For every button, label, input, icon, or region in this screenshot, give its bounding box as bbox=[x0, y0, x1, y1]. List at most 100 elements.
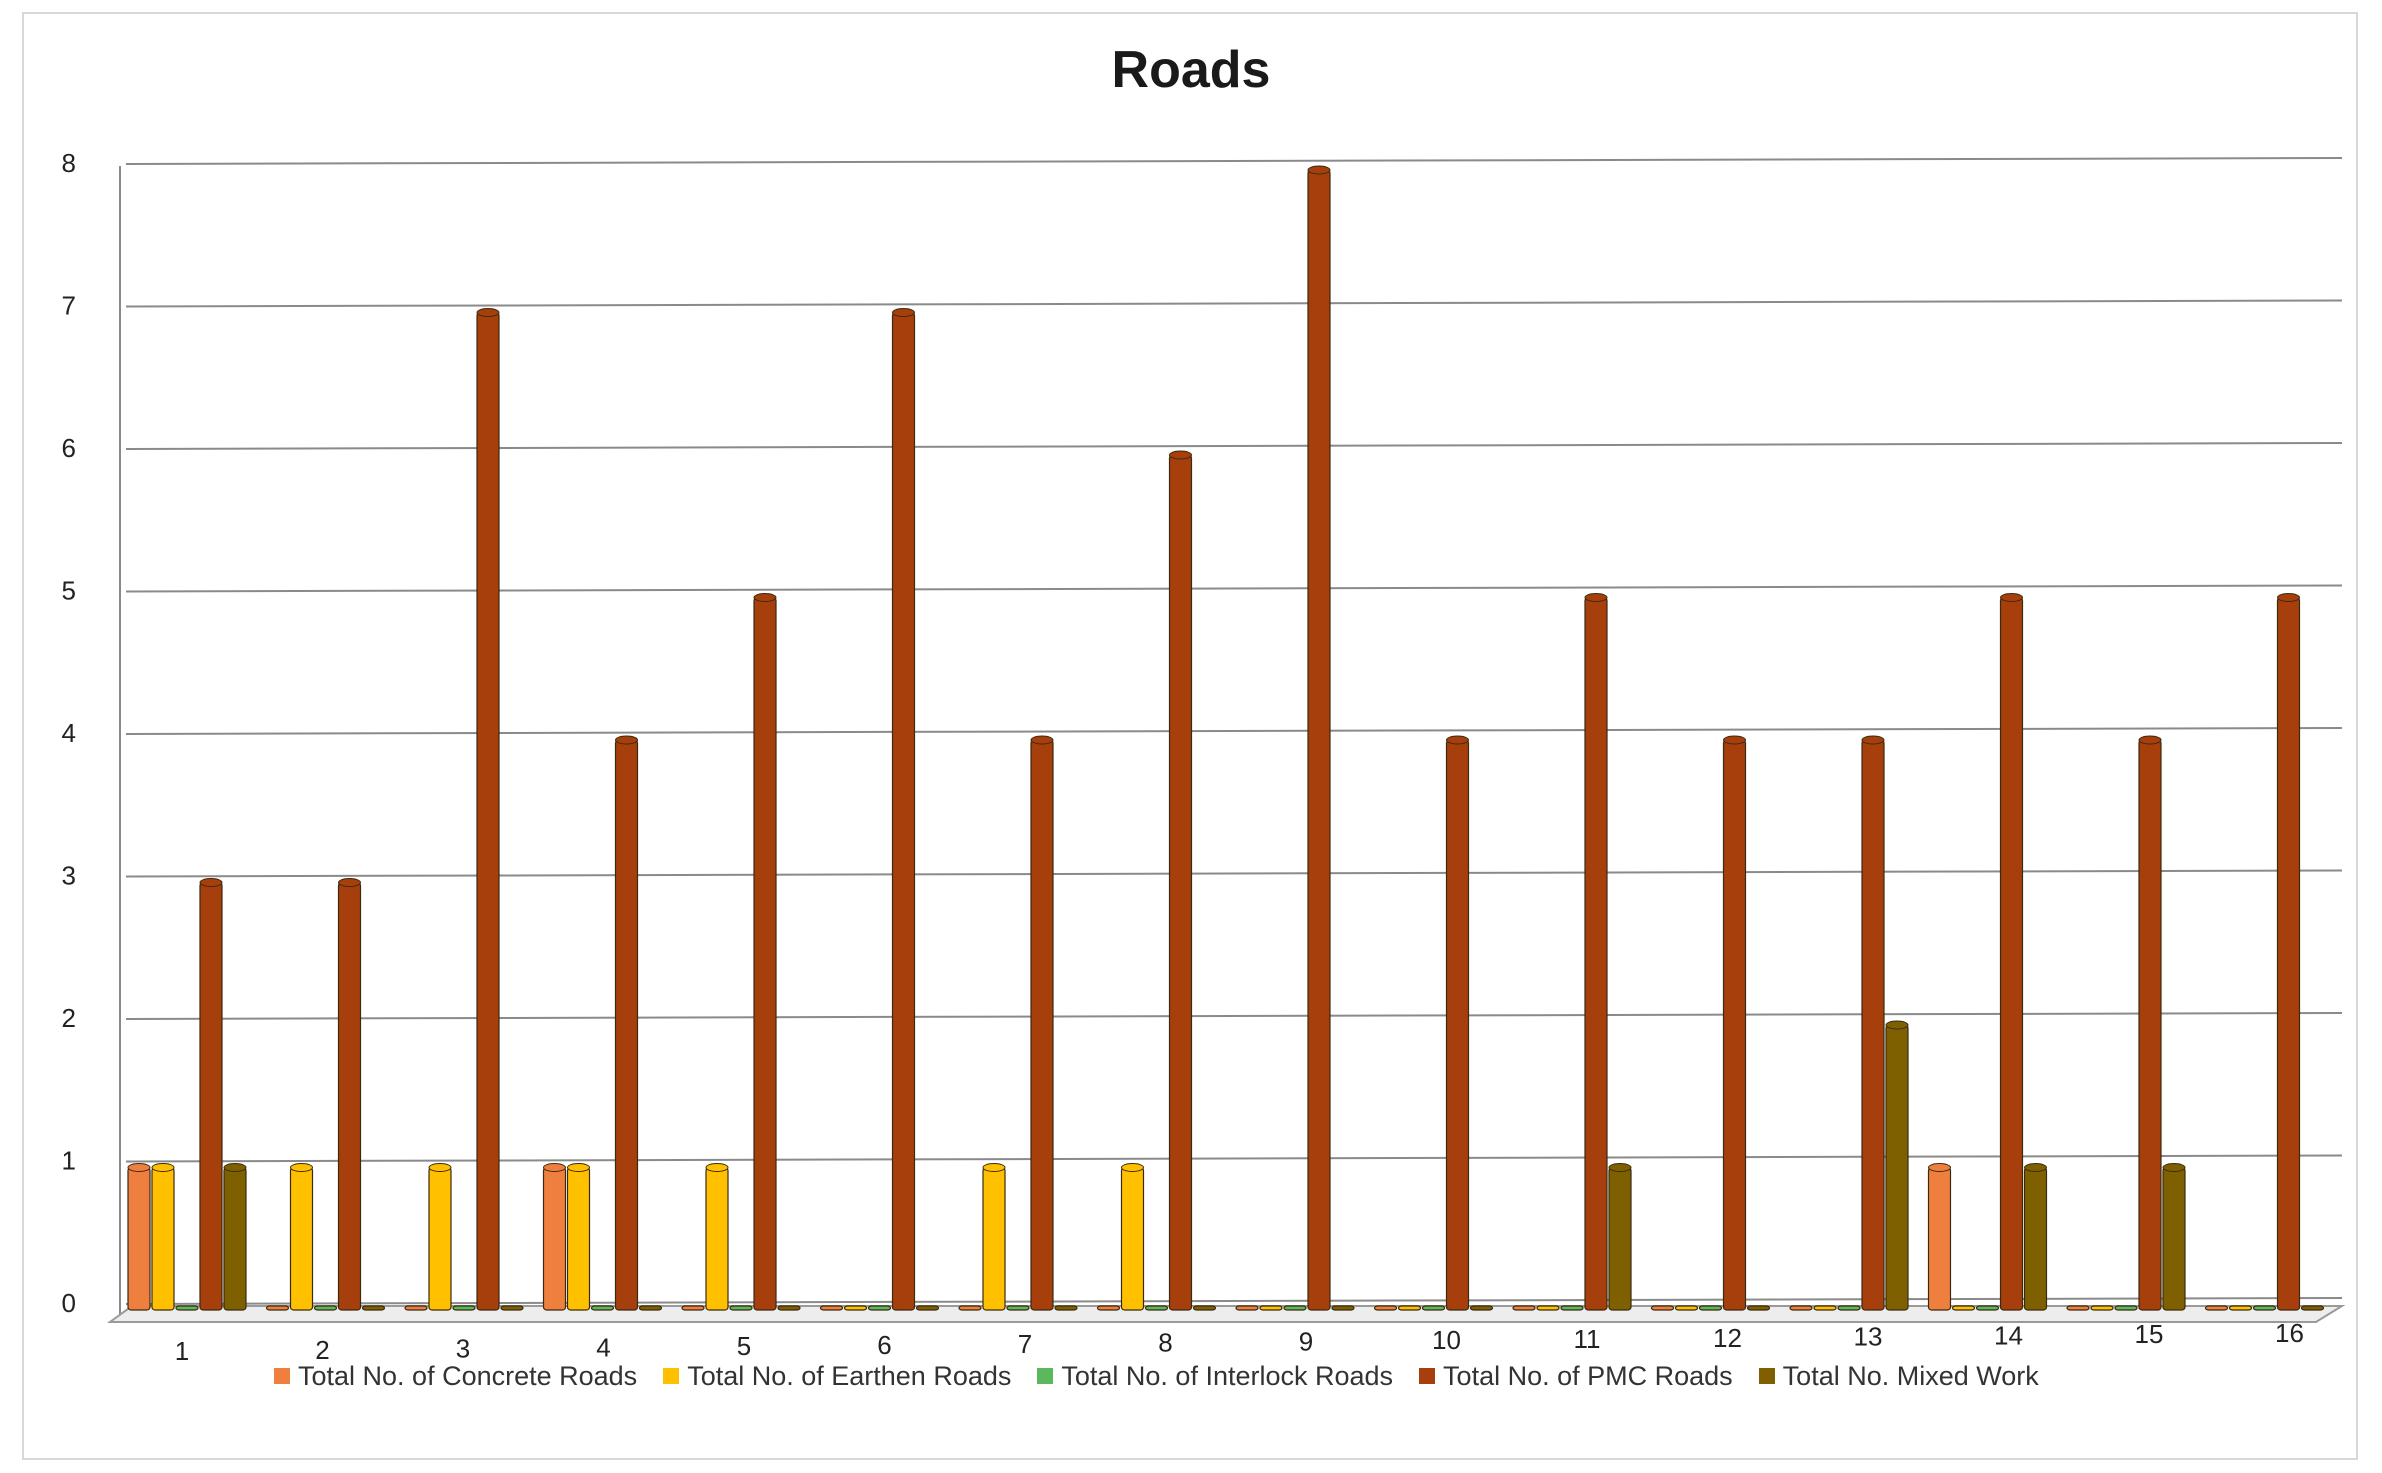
bar bbox=[1951, 1305, 1976, 1311]
x-tick-label: 16 bbox=[2275, 1318, 2304, 1348]
bar bbox=[729, 1305, 753, 1311]
bar-cap bbox=[705, 1163, 729, 1172]
bar bbox=[428, 1166, 452, 1311]
bar-cap bbox=[1723, 735, 1746, 745]
bar bbox=[1999, 596, 2024, 1311]
x-tick-label: 15 bbox=[2135, 1319, 2164, 1349]
legend-label: Total No. of PMC Roads bbox=[1443, 1360, 1733, 1391]
x-tick-label: 3 bbox=[456, 1334, 470, 1364]
bar bbox=[843, 1305, 868, 1311]
bar-cap bbox=[1885, 1020, 1909, 1030]
bar-cap bbox=[1584, 593, 1608, 602]
bar bbox=[2066, 1305, 2090, 1311]
bar-cap bbox=[223, 1163, 247, 1172]
x-tick-label: 13 bbox=[1854, 1322, 1883, 1352]
chart-floor bbox=[106, 1305, 2346, 1323]
bar bbox=[1469, 1305, 1494, 1311]
bar bbox=[151, 1166, 175, 1311]
chart-title: Roads bbox=[1111, 41, 1271, 99]
bar bbox=[590, 1305, 615, 1311]
legend-swatch bbox=[274, 1368, 290, 1384]
bar bbox=[891, 311, 916, 1311]
bar bbox=[1120, 1166, 1145, 1311]
bar bbox=[542, 1166, 567, 1311]
chart-legend: Total No. of Concrete Roads Total No. of … bbox=[274, 1358, 2039, 1394]
bar-cap bbox=[199, 878, 223, 887]
bar bbox=[476, 311, 500, 1311]
bar bbox=[1445, 739, 1470, 1311]
bar bbox=[566, 1166, 591, 1311]
legend-label: Total No. of Interlock Roads bbox=[1061, 1360, 1394, 1391]
bar-cap bbox=[1121, 1163, 1144, 1172]
bar bbox=[1813, 1305, 1837, 1311]
bar-cap bbox=[1169, 450, 1192, 460]
bar bbox=[313, 1305, 338, 1311]
legend-swatch bbox=[1419, 1368, 1436, 1384]
legend-item: Total No. of Interlock Roads bbox=[1037, 1361, 1393, 1392]
bar bbox=[1746, 1305, 1771, 1311]
bar bbox=[127, 1166, 151, 1311]
bar bbox=[1584, 596, 1608, 1311]
bar bbox=[1096, 1305, 1121, 1311]
bar-cap bbox=[543, 1163, 566, 1172]
x-tick-label: 14 bbox=[1994, 1320, 2023, 1350]
x-tick-label: 1 bbox=[175, 1336, 189, 1366]
bar-cap bbox=[1861, 735, 1885, 745]
y-tick-label: 0 bbox=[62, 1288, 76, 1318]
bar bbox=[1722, 739, 1747, 1311]
bar bbox=[2252, 1305, 2277, 1311]
bar-cap bbox=[428, 1163, 452, 1172]
bar bbox=[223, 1166, 247, 1311]
bar bbox=[1373, 1305, 1398, 1311]
bar bbox=[1192, 1305, 1217, 1311]
bar bbox=[1698, 1305, 1723, 1311]
legend-item: Total No. of PMC Roads bbox=[1419, 1361, 1733, 1392]
bar-cap bbox=[1307, 165, 1331, 175]
bar bbox=[265, 1305, 290, 1311]
y-tick-label: 1 bbox=[62, 1146, 76, 1176]
bar bbox=[452, 1305, 476, 1311]
bar bbox=[1608, 1166, 1632, 1311]
x-tick-label: 8 bbox=[1158, 1328, 1172, 1358]
bar bbox=[199, 881, 223, 1311]
gridline bbox=[125, 157, 2343, 165]
bar bbox=[1168, 454, 1193, 1311]
legend-swatch bbox=[1758, 1368, 1775, 1384]
bar bbox=[1837, 1305, 1861, 1311]
bar bbox=[1536, 1305, 1560, 1311]
bar-cap bbox=[615, 735, 638, 745]
bar bbox=[1861, 739, 1885, 1311]
y-tick-label: 3 bbox=[62, 861, 76, 891]
bar-cap bbox=[892, 308, 915, 317]
bar bbox=[2114, 1305, 2138, 1311]
bar bbox=[1006, 1305, 1030, 1311]
bar bbox=[404, 1305, 428, 1311]
bar bbox=[958, 1305, 982, 1311]
bar bbox=[1789, 1305, 1813, 1311]
bar bbox=[753, 596, 777, 1311]
bar bbox=[337, 881, 362, 1311]
bar-cap bbox=[1030, 735, 1054, 745]
y-tick-label: 2 bbox=[62, 1003, 76, 1033]
y-tick-label: 8 bbox=[62, 148, 76, 178]
bar bbox=[1054, 1305, 1078, 1311]
bar bbox=[1235, 1305, 1259, 1311]
bar-cap bbox=[2277, 593, 2300, 602]
bar-cap bbox=[2138, 735, 2162, 745]
bar bbox=[1144, 1305, 1169, 1311]
bar bbox=[1307, 169, 1331, 1311]
bar bbox=[2204, 1305, 2229, 1311]
bar-cap bbox=[127, 1163, 151, 1172]
x-tick-label: 11 bbox=[1574, 1324, 1601, 1354]
legend-item: Total No. of Concrete Roads bbox=[274, 1361, 637, 1392]
bar bbox=[1927, 1166, 1952, 1311]
bar bbox=[175, 1305, 199, 1311]
y-tick-label: 5 bbox=[62, 576, 76, 606]
bar-cap bbox=[982, 1163, 1006, 1172]
bar-cap bbox=[290, 1163, 313, 1172]
bar bbox=[867, 1305, 892, 1311]
bar bbox=[2276, 596, 2301, 1311]
legend-label: Total No. Mixed Work bbox=[1782, 1360, 2039, 1391]
bar bbox=[2138, 739, 2162, 1311]
legend-swatch bbox=[1037, 1368, 1054, 1384]
